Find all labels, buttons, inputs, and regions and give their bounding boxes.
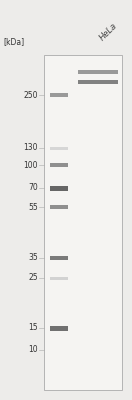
Text: HeLa: HeLa — [98, 21, 119, 42]
Bar — [78, 80, 118, 84]
Text: 25: 25 — [28, 274, 38, 282]
Bar — [50, 163, 68, 167]
Text: 130: 130 — [23, 144, 38, 152]
Bar — [78, 70, 118, 74]
Text: [kDa]: [kDa] — [3, 38, 24, 46]
Text: 55: 55 — [28, 202, 38, 212]
Text: 15: 15 — [28, 324, 38, 332]
Bar — [50, 256, 68, 260]
Bar — [50, 93, 68, 97]
Text: 100: 100 — [23, 160, 38, 170]
Text: 70: 70 — [28, 184, 38, 192]
Text: 10: 10 — [28, 346, 38, 354]
Bar — [50, 276, 68, 280]
Bar — [50, 326, 68, 330]
Bar — [50, 186, 68, 190]
Text: 35: 35 — [28, 254, 38, 262]
Bar — [44, 55, 122, 390]
Text: 250: 250 — [23, 90, 38, 100]
Bar — [50, 146, 68, 150]
Bar — [50, 205, 68, 209]
